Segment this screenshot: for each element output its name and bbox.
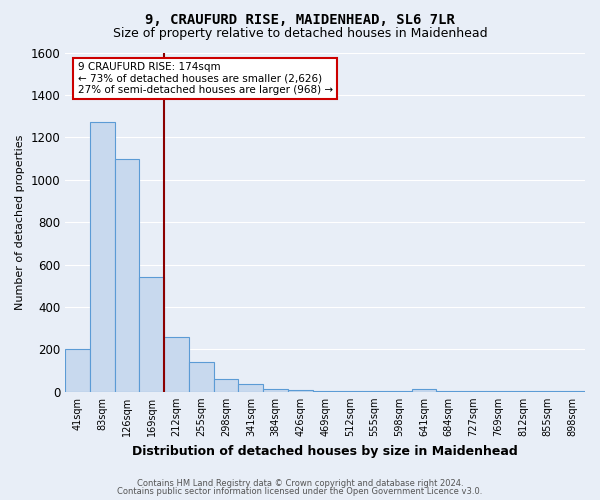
Bar — [164, 336, 189, 392]
Text: 9, CRAUFURD RISE, MAIDENHEAD, SL6 7LR: 9, CRAUFURD RISE, MAIDENHEAD, SL6 7LR — [145, 12, 455, 26]
Bar — [65, 350, 90, 392]
Bar — [238, 384, 263, 392]
Text: Size of property relative to detached houses in Maidenhead: Size of property relative to detached ho… — [113, 28, 487, 40]
Text: Contains public sector information licensed under the Open Government Licence v3: Contains public sector information licen… — [118, 487, 482, 496]
Bar — [362, 391, 387, 392]
Bar — [313, 390, 337, 392]
Y-axis label: Number of detached properties: Number of detached properties — [15, 134, 25, 310]
Bar — [263, 388, 288, 392]
Bar — [337, 390, 362, 392]
Text: Contains HM Land Registry data © Crown copyright and database right 2024.: Contains HM Land Registry data © Crown c… — [137, 478, 463, 488]
Bar — [139, 278, 164, 392]
Bar — [288, 390, 313, 392]
Bar — [90, 122, 115, 392]
Bar — [412, 388, 436, 392]
Bar — [214, 379, 238, 392]
Bar — [115, 158, 139, 392]
X-axis label: Distribution of detached houses by size in Maidenhead: Distribution of detached houses by size … — [132, 444, 518, 458]
Text: 9 CRAUFURD RISE: 174sqm
← 73% of detached houses are smaller (2,626)
27% of semi: 9 CRAUFURD RISE: 174sqm ← 73% of detache… — [77, 62, 332, 95]
Bar — [189, 362, 214, 392]
